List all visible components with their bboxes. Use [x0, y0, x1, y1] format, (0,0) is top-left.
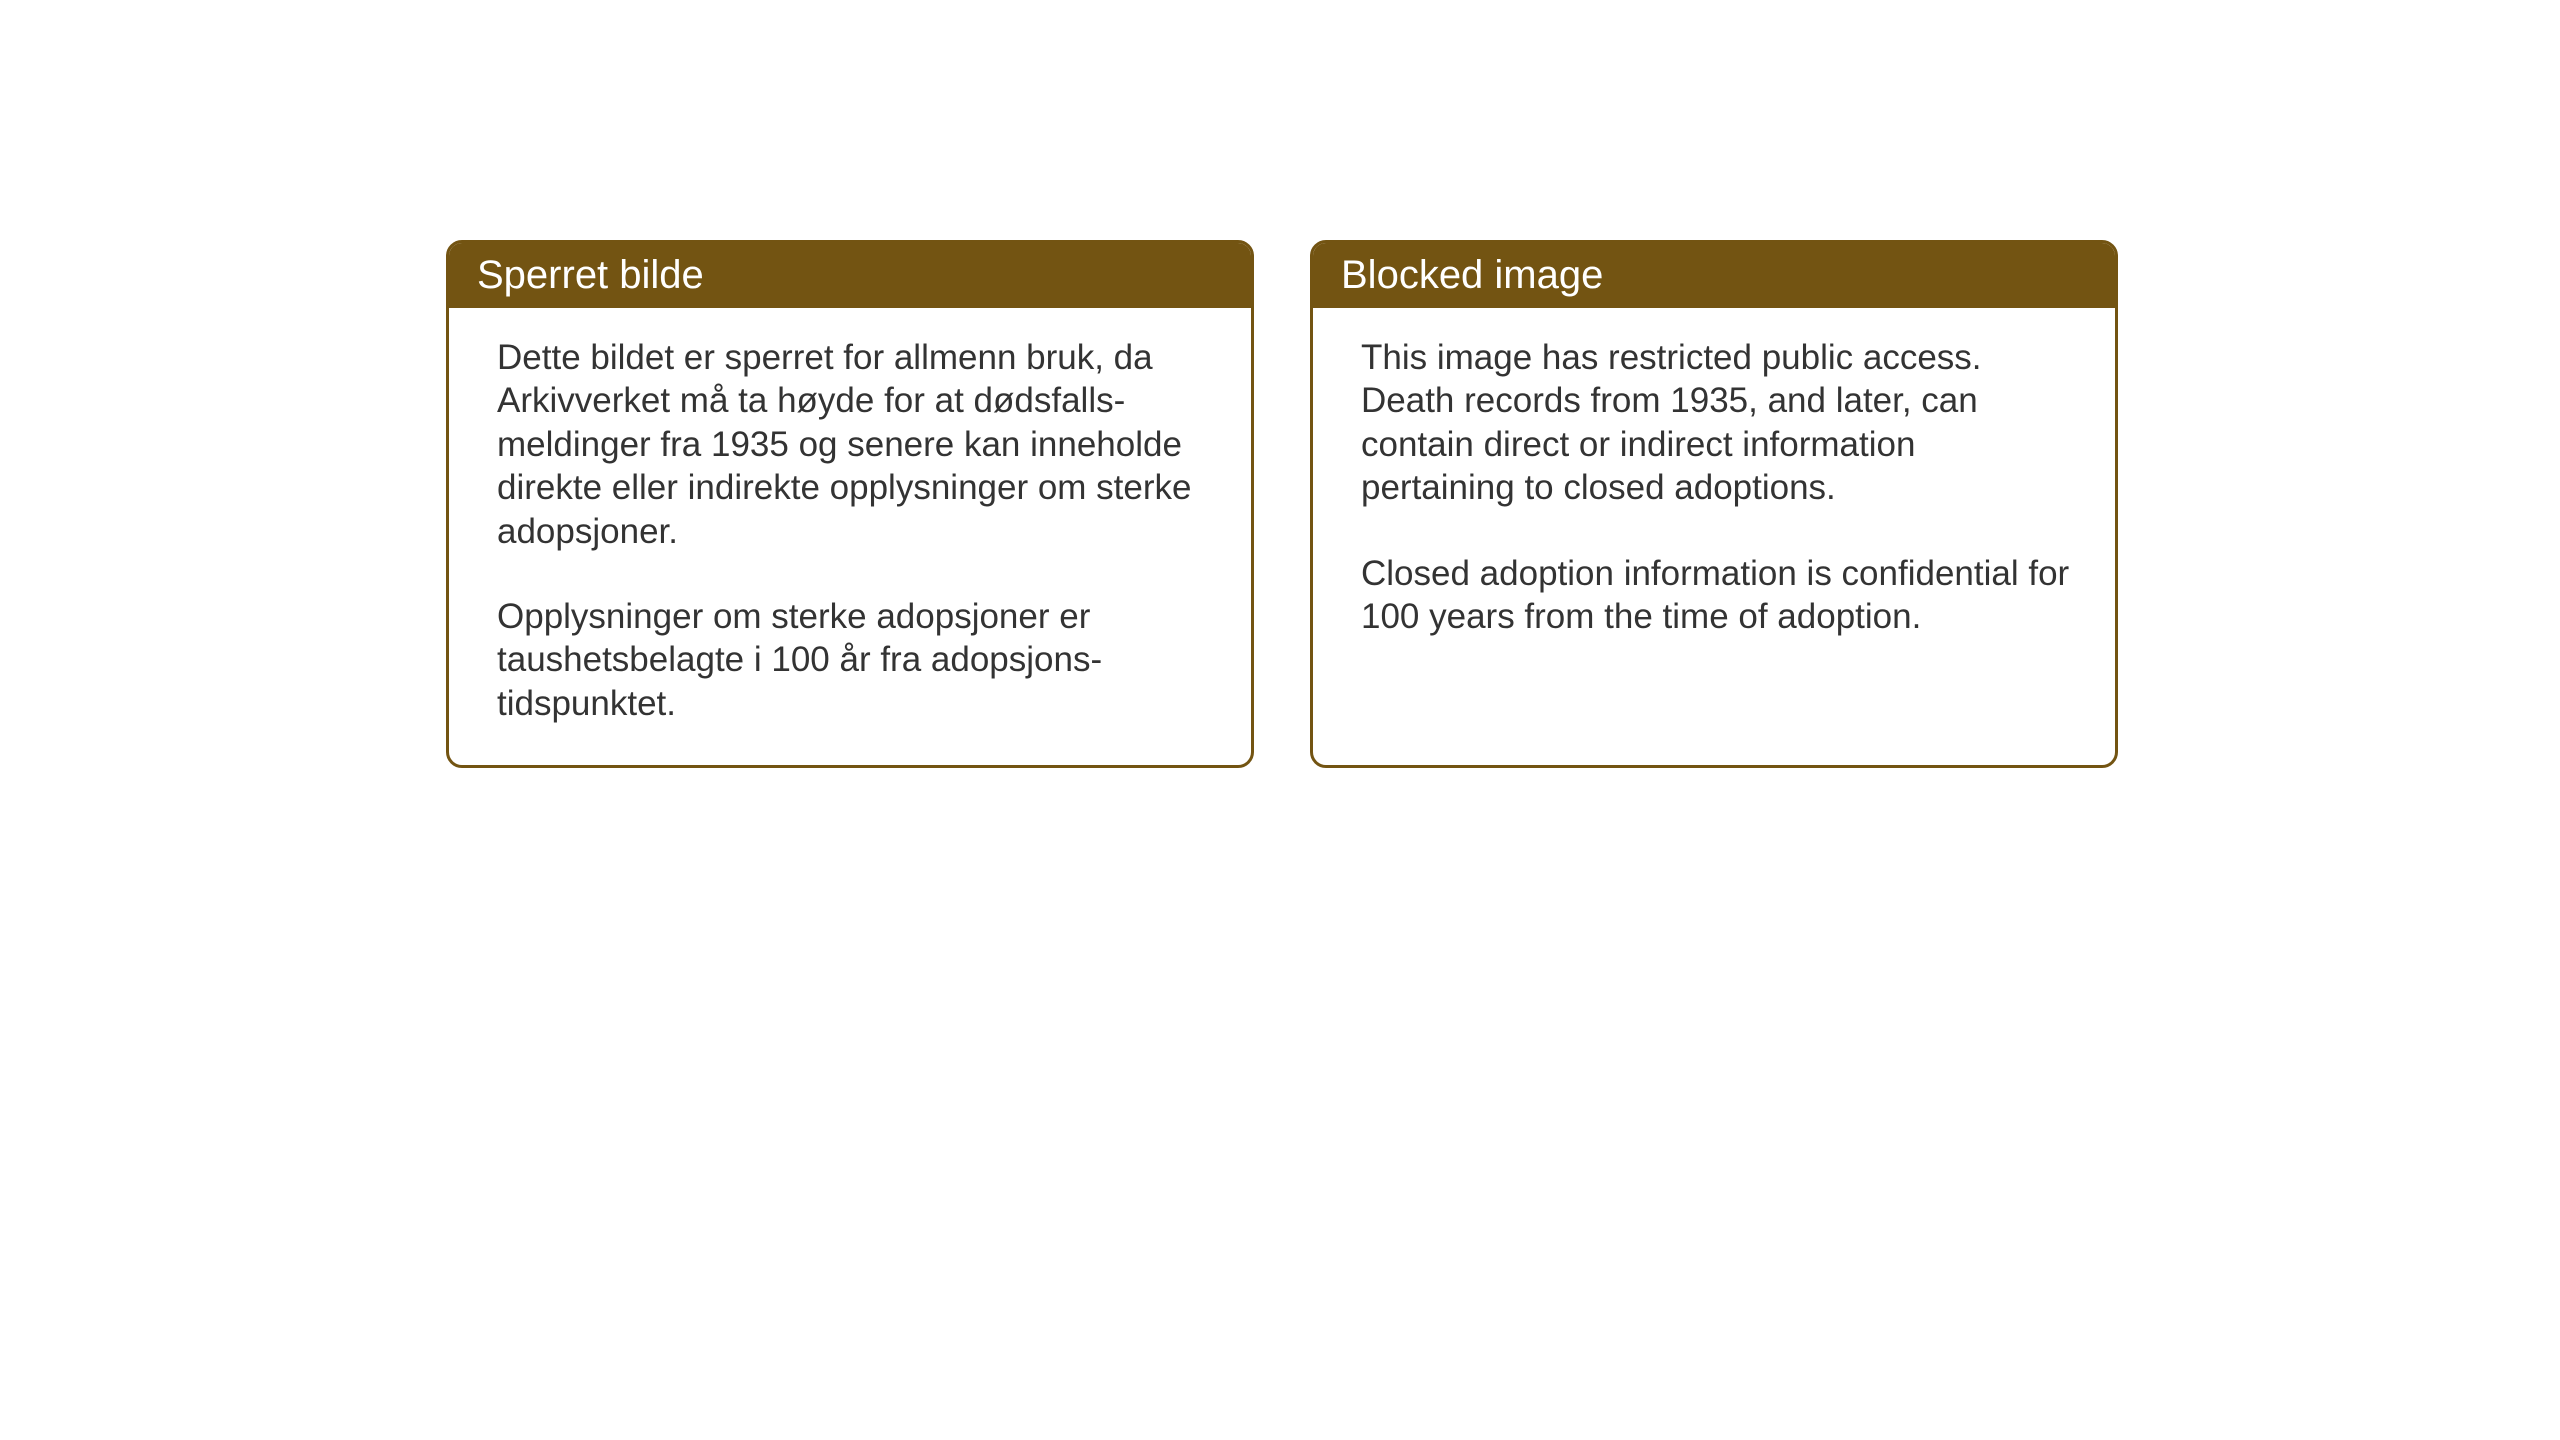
- notice-box-english: Blocked image This image has restricted …: [1310, 240, 2118, 768]
- notice-container: Sperret bilde Dette bildet er sperret fo…: [446, 240, 2118, 768]
- notice-body-norwegian: Dette bildet er sperret for allmenn bruk…: [449, 308, 1251, 765]
- notice-box-norwegian: Sperret bilde Dette bildet er sperret fo…: [446, 240, 1254, 768]
- notice-paragraph: This image has restricted public access.…: [1361, 336, 2075, 510]
- notice-paragraph: Dette bildet er sperret for allmenn bruk…: [497, 336, 1211, 553]
- notice-paragraph: Closed adoption information is confident…: [1361, 552, 2075, 639]
- notice-paragraph: Opplysninger om sterke adopsjoner er tau…: [497, 595, 1211, 725]
- notice-body-english: This image has restricted public access.…: [1313, 308, 2115, 678]
- notice-header-english: Blocked image: [1313, 243, 2115, 308]
- notice-header-norwegian: Sperret bilde: [449, 243, 1251, 308]
